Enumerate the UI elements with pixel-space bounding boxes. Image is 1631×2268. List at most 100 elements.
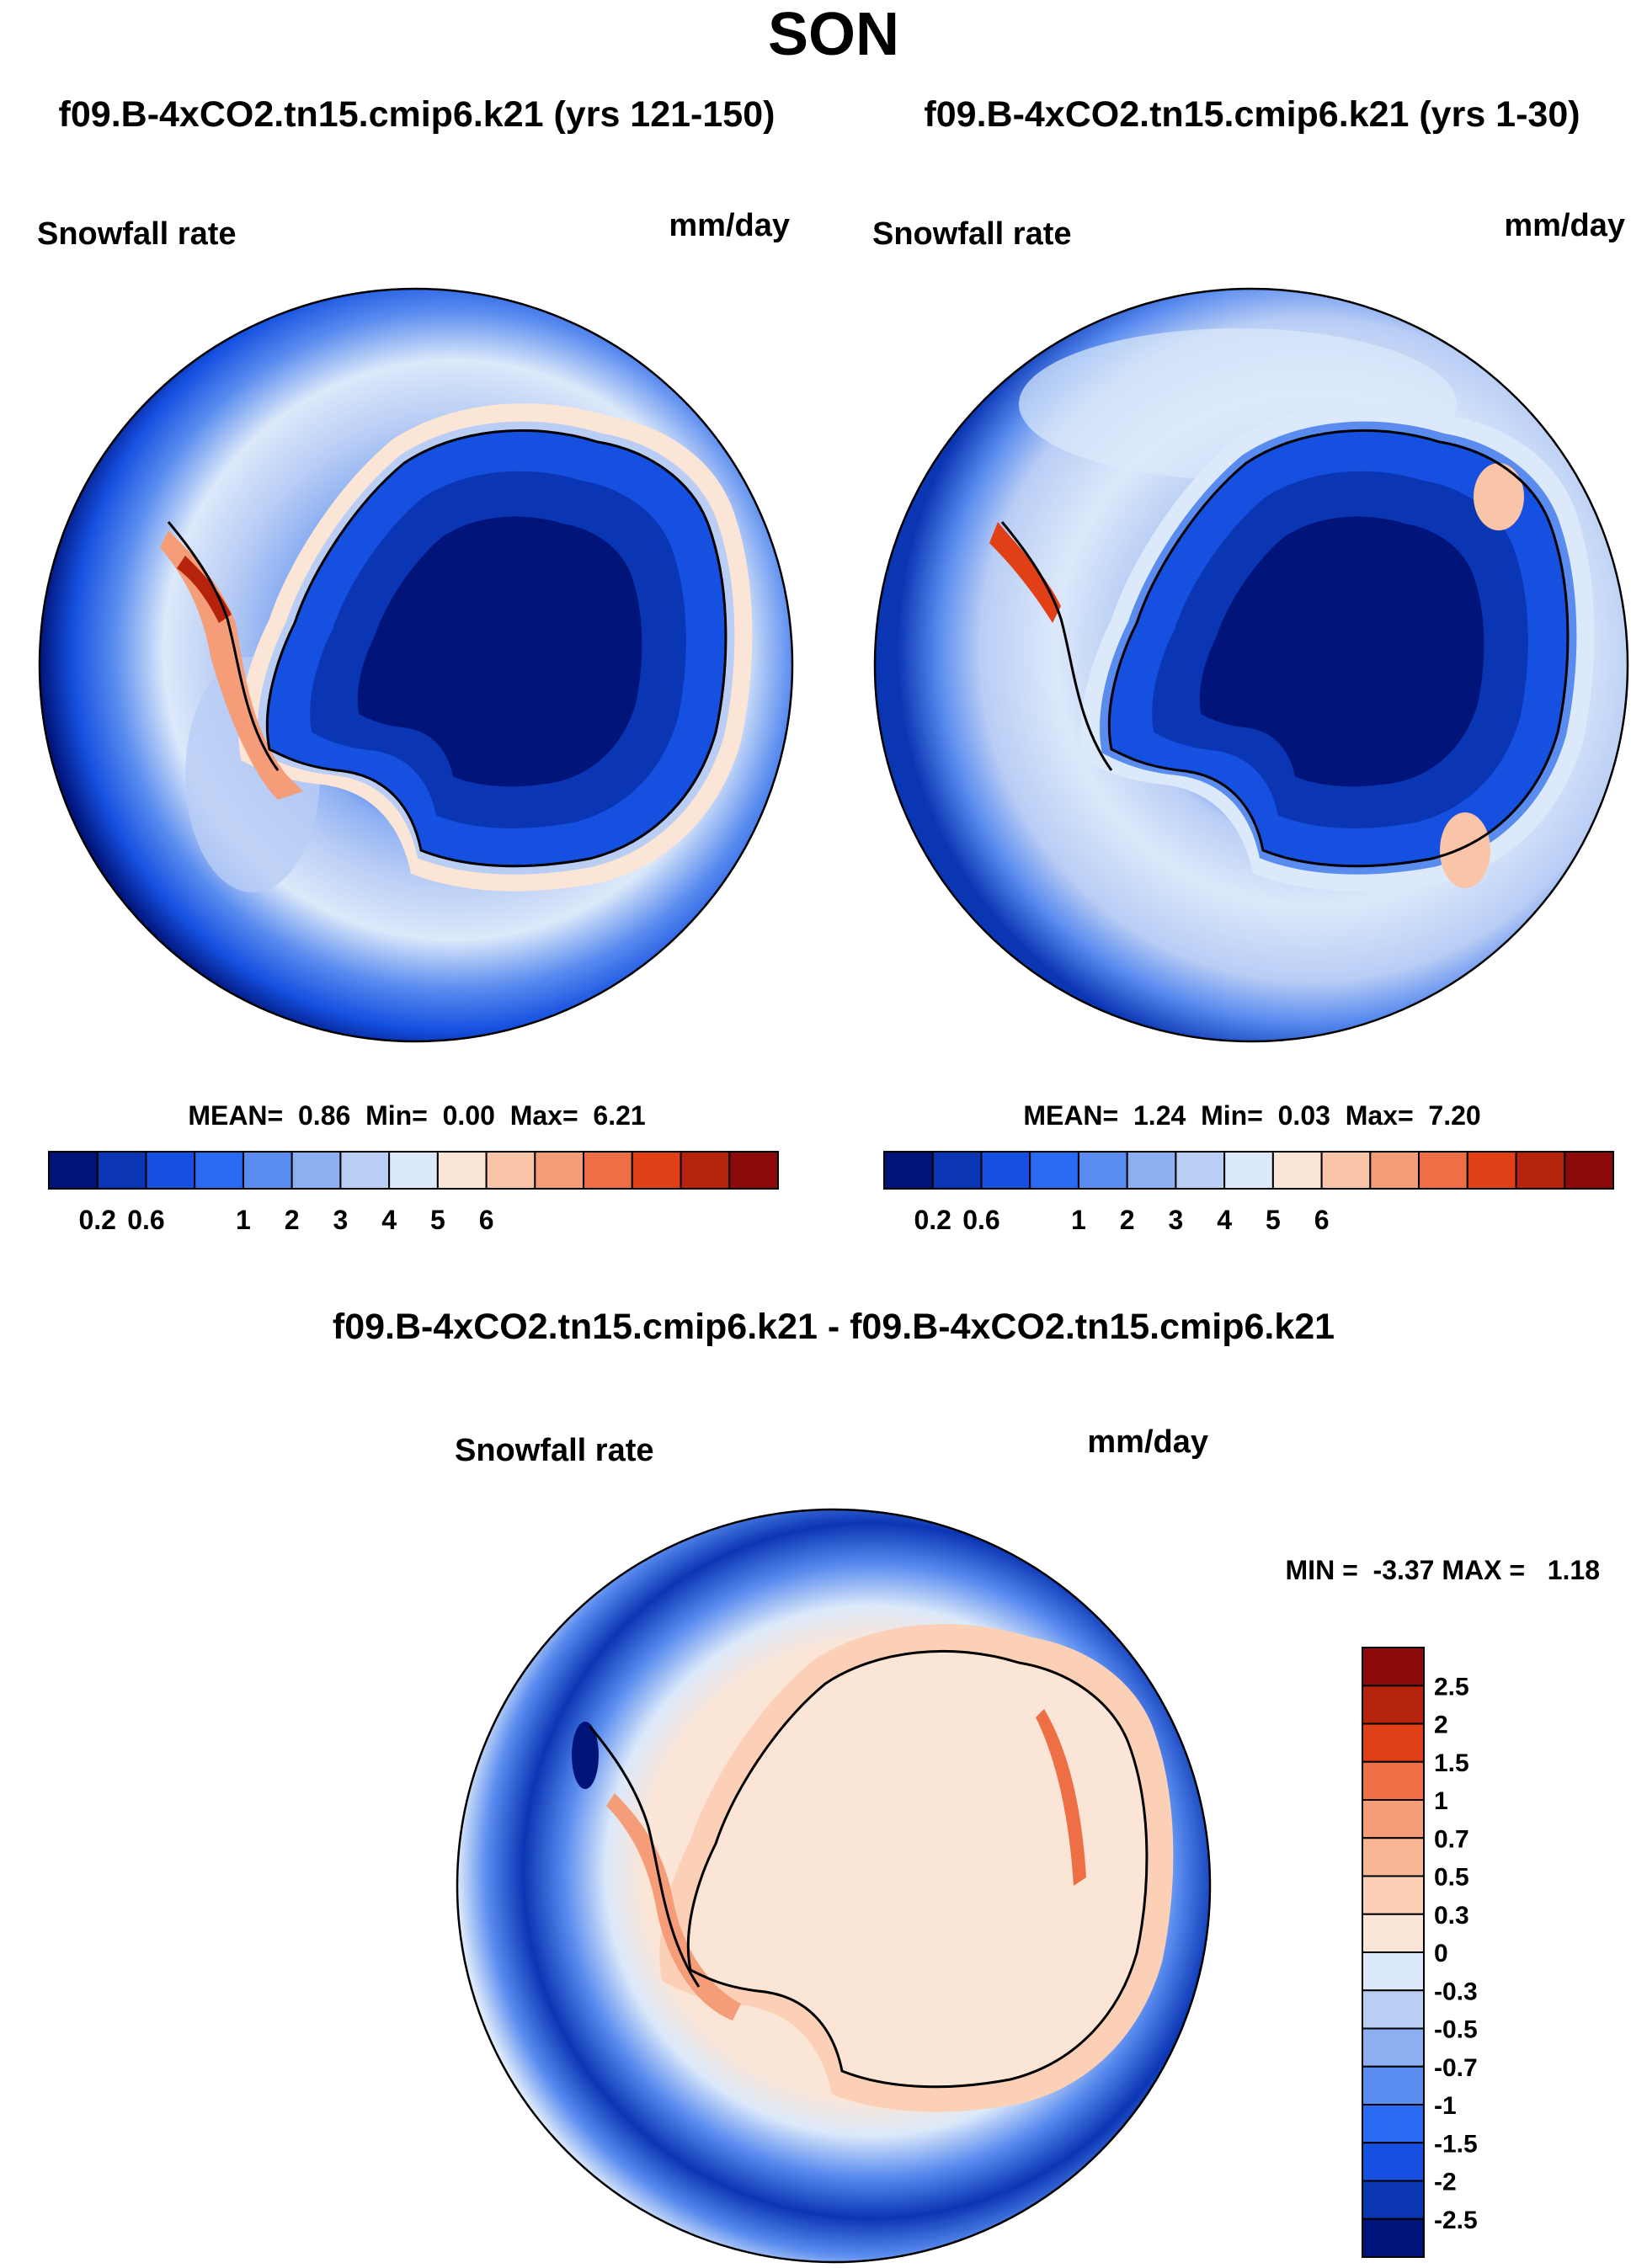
panel-3-colorbar-box — [1362, 1685, 1425, 1725]
panel-3-colorbar-box — [1362, 2180, 1425, 2220]
panel-3-variable-label: Snowfall rate — [455, 1433, 654, 1468]
panel-1-colorbar: 0.2 0.6 1 2 3 4 5 6 — [48, 1151, 779, 1235]
panel-1-colorbar-tick: 2 — [285, 1205, 300, 1235]
panel-2-units-label: mm/day — [1504, 208, 1625, 243]
panel-3-colorbar-tick: 1.5 — [1434, 1749, 1469, 1777]
panel-3-colorbar-tick: 0 — [1434, 1940, 1448, 1967]
panel-3-colorbar-tick: -1.5 — [1434, 2130, 1478, 2158]
panel-2-colorbar-box — [1029, 1151, 1079, 1190]
panel-3-colorbar-tick: -0.5 — [1434, 2016, 1478, 2044]
panel-2-colorbar-tick: 0.2 — [914, 1205, 951, 1235]
panel-1-colorbar-box — [534, 1151, 585, 1190]
panel-3-colorbar-tick: -1 — [1434, 2092, 1457, 2120]
panel-2-colorbar-tick: 6 — [1314, 1205, 1330, 1235]
panel-1-colorbar-box — [194, 1151, 244, 1190]
panel-3-colorbar-tick: 1 — [1434, 1787, 1448, 1815]
panel-1-colorbar-tick: 1 — [236, 1205, 251, 1235]
panel-3-colorbar-box — [1362, 1799, 1425, 1839]
panel-1-colorbar-box — [242, 1151, 293, 1190]
panel-2-colorbar-box — [1564, 1151, 1615, 1190]
panel-1-colorbar-tick: 4 — [381, 1205, 397, 1235]
panel-2-colorbar-box — [1126, 1151, 1177, 1190]
panel-3-colorbar-box — [1362, 1951, 1425, 1992]
panel-3-stats: MIN = -3.37 MAX = 1.18 — [1286, 1555, 1600, 1585]
panel-3-colorbar-box — [1362, 2065, 1425, 2106]
panel-1-colorbar-box — [583, 1151, 633, 1190]
panel-3-colorbar-box — [1362, 1913, 1425, 1953]
panel-3-title: f09.B-4xCO2.tn15.cmip6.k21 - f09.B-4xCO2… — [333, 1307, 1335, 1347]
panel-3: f09.B-4xCO2.tn15.cmip6.k21 - f09.B-4xCO2… — [333, 1307, 1600, 2264]
panel-1-colorbar-box — [290, 1151, 342, 1190]
panel-2-colorbar-box — [1223, 1151, 1274, 1190]
panel-2-colorbar-tick: 0.6 — [962, 1205, 999, 1235]
panel-3-colorbar-box — [1362, 1722, 1425, 1763]
panel-1-stats: MEAN= 0.86 Min= 0.00 Max= 6.21 — [188, 1100, 645, 1131]
panel-1-variable-label: Snowfall rate — [37, 216, 237, 252]
panel-3-colorbar-tick: -2.5 — [1434, 2207, 1478, 2234]
panel-3-colorbar-tick: 0.7 — [1434, 1825, 1469, 1853]
panel-2-colorbar-tick: 1 — [1071, 1205, 1086, 1235]
panel-3-colorbar-box — [1362, 1837, 1425, 1877]
panel-3-colorbar-tick: 0.3 — [1434, 1902, 1469, 1930]
panel-2-colorbar: 0.2 0.6 1 2 3 4 5 6 — [883, 1151, 1615, 1235]
panel-3-colorbar-box — [1362, 1760, 1425, 1801]
panel-1-colorbar-box — [388, 1151, 439, 1190]
panel-2-colorbar-box — [1369, 1151, 1420, 1190]
panel-3-colorbar-tick: 0.5 — [1434, 1864, 1469, 1892]
panel-2-colorbar-box — [883, 1151, 934, 1190]
panel-1-colorbar-box — [680, 1151, 731, 1190]
panel-3-colorbar-box — [1362, 2027, 1425, 2068]
panel-1-colorbar-box — [436, 1151, 488, 1190]
panel-1-colorbar-box — [48, 1151, 99, 1190]
panel-1-title: f09.B-4xCO2.tn15.cmip6.k21 (yrs 121-150) — [59, 94, 776, 135]
panel-1-colorbar-tick: 0.6 — [127, 1205, 164, 1235]
panel-3-colorbar-box — [1362, 2142, 1425, 2182]
panel-1-colorbar-box — [728, 1151, 779, 1190]
panel-2-colorbar-tick: 3 — [1169, 1205, 1184, 1235]
panel-2-colorbar-box — [1320, 1151, 1372, 1190]
panel-2-colorbar-box — [1466, 1151, 1517, 1190]
panel-3-colorbar: 2.5 2 1.5 1 0.7 0.5 0.3 0 -0.3 -0.5 -0.7 -1 -1.5 -2 -2… — [1362, 1647, 1478, 2258]
panel-2-colorbar-tick: 2 — [1120, 1205, 1135, 1235]
panel-1-colorbar-box — [339, 1151, 391, 1190]
panel-2-colorbar-box — [1515, 1151, 1566, 1190]
panel-2-colorbar-tick: 4 — [1217, 1205, 1232, 1235]
panel-2-colorbar-box — [931, 1151, 983, 1190]
panel-1-colorbar-tick: 0.2 — [78, 1205, 115, 1235]
panel-2-colorbar-box — [1418, 1151, 1468, 1190]
panel-1-map — [38, 287, 794, 1043]
panel-3-colorbar-tick: 2 — [1434, 1712, 1448, 1739]
panel-3-colorbar-box — [1362, 1989, 1425, 2030]
panel-3-colorbar-box — [1362, 1647, 1425, 1687]
panel-3-colorbar-box — [1362, 1875, 1425, 1915]
panel-1-colorbar-box — [96, 1151, 147, 1190]
panel-2-colorbar-box — [1077, 1151, 1128, 1190]
panel-1-units-label: mm/day — [669, 208, 790, 243]
panel-2-colorbar-box — [980, 1151, 1031, 1190]
panel-2: f09.B-4xCO2.tn15.cmip6.k21 (yrs 1-30) Sn… — [872, 94, 1629, 1235]
panel-3-units-label: mm/day — [1087, 1424, 1208, 1460]
panel-1-colorbar-box — [485, 1151, 536, 1190]
panel-2-stats: MEAN= 1.24 Min= 0.03 Max= 7.20 — [1023, 1100, 1480, 1131]
panel-1-colorbar-tick: 5 — [430, 1205, 445, 1235]
panel-3-map — [456, 1508, 1212, 2264]
panel-3-colorbar-box — [1362, 2217, 1425, 2258]
panel-1-colorbar-box — [145, 1151, 196, 1190]
panel-3-colorbar-tick: 2.5 — [1434, 1673, 1469, 1701]
figure-title: SON — [768, 1, 899, 68]
panel-1-colorbar-box — [631, 1151, 682, 1190]
panel-2-map — [873, 287, 1629, 1043]
panel-3-colorbar-box — [1362, 2104, 1425, 2144]
panel-2-colorbar-tick: 5 — [1266, 1205, 1281, 1235]
panel-3-colorbar-tick: -0.3 — [1434, 1978, 1478, 2005]
panel-2-colorbar-box — [1175, 1151, 1226, 1190]
panel-2-variable-label: Snowfall rate — [872, 216, 1072, 252]
panel-3-colorbar-tick: -0.7 — [1434, 2054, 1478, 2082]
panel-1-colorbar-tick: 6 — [479, 1205, 494, 1235]
panel-2-title: f09.B-4xCO2.tn15.cmip6.k21 (yrs 1-30) — [924, 94, 1580, 135]
panel-3-colorbar-tick: -2 — [1434, 2169, 1457, 2196]
panel-1: f09.B-4xCO2.tn15.cmip6.k21 (yrs 121-150)… — [37, 94, 794, 1235]
panel-1-colorbar-tick: 3 — [333, 1205, 349, 1235]
panel-2-colorbar-box — [1271, 1151, 1323, 1190]
